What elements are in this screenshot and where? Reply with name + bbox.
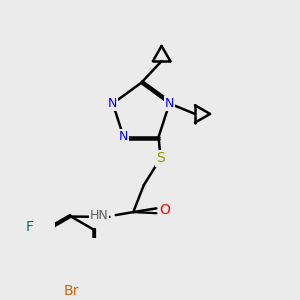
Text: Br: Br <box>63 284 79 298</box>
Text: N: N <box>119 130 128 143</box>
Text: N: N <box>108 97 117 110</box>
Text: HN: HN <box>90 208 108 222</box>
Text: S: S <box>156 152 165 165</box>
Text: F: F <box>26 220 34 234</box>
Text: O: O <box>159 203 170 217</box>
Text: N: N <box>165 97 174 110</box>
